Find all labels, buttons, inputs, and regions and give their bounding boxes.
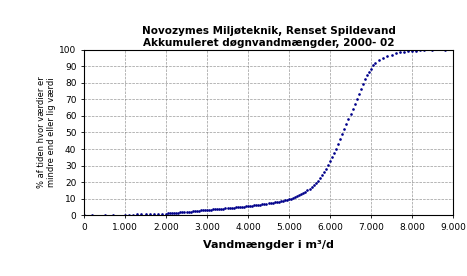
Title: Novozymes Miljøteknik, Renset Spildevand
Akkumuleret døgnvandmængder, 2000- 02: Novozymes Miljøteknik, Renset Spildevand… <box>142 26 396 47</box>
Y-axis label: % af tiden hvor værdier er
mindre end eller lig værdi: % af tiden hvor værdier er mindre end el… <box>37 77 57 188</box>
X-axis label: Vandmængder i m³/d: Vandmængder i m³/d <box>203 240 334 250</box>
